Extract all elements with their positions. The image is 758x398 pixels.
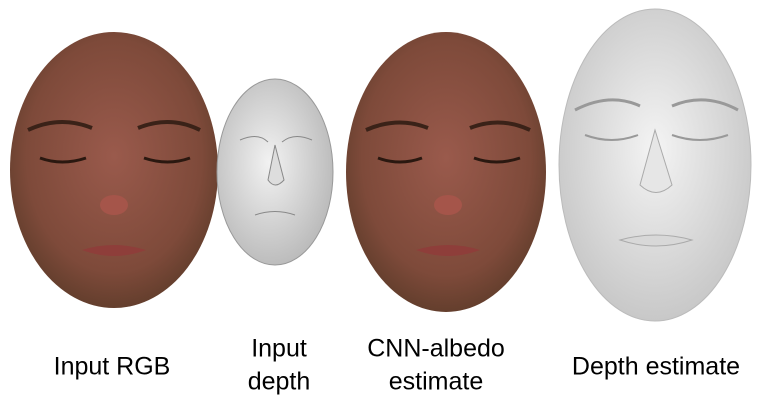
caption: Input xyxy=(251,335,307,363)
caption: CNN-albedo xyxy=(367,335,505,363)
caption: Depth estimate xyxy=(572,353,740,381)
input-depth-image xyxy=(217,79,333,265)
depth-estimate-image xyxy=(559,9,751,321)
albedo-image xyxy=(346,32,546,312)
figure: Input RGB Input depth CNN-albedo estimat… xyxy=(0,0,758,398)
caption: estimate xyxy=(389,368,483,396)
caption: depth xyxy=(248,368,311,396)
input-rgb-image xyxy=(10,32,218,308)
caption: Input RGB xyxy=(54,353,171,381)
